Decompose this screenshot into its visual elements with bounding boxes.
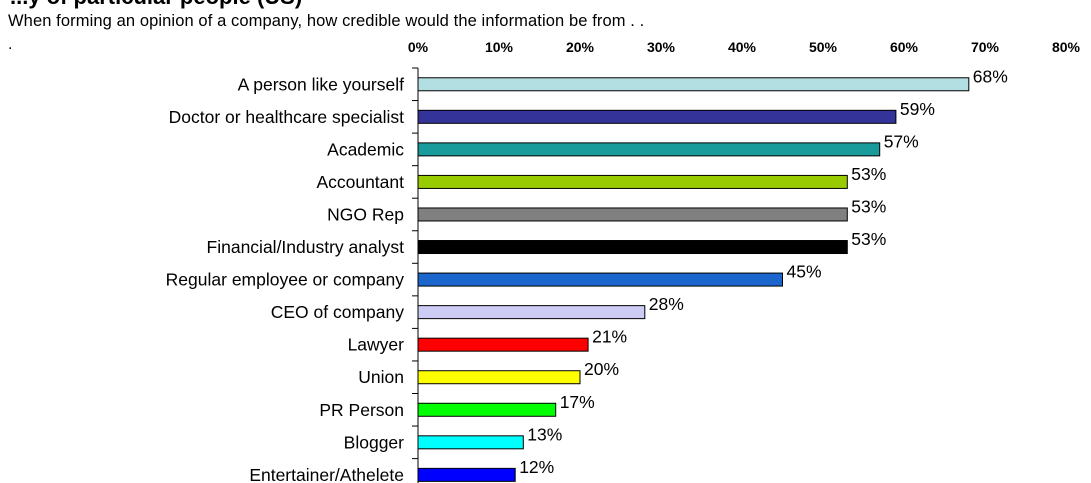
data-label: 57% — [884, 131, 919, 151]
data-label: 12% — [519, 457, 554, 477]
data-label: 53% — [851, 164, 886, 184]
bar — [417, 370, 581, 385]
x-tick-label: 10% — [485, 39, 514, 55]
bar — [417, 337, 589, 352]
data-label: 20% — [584, 359, 619, 379]
bar — [417, 272, 783, 287]
stray-dot-mark: . — [8, 36, 13, 53]
x-tick-label: 50% — [809, 39, 838, 55]
data-label: 45% — [787, 262, 822, 282]
category-label: Lawyer — [348, 335, 405, 355]
chart-title-partial: ...y of particular people (US) — [10, 0, 302, 10]
category-label: Financial/Industry analyst — [207, 237, 405, 257]
x-tick-label: 0% — [408, 39, 429, 55]
category-label: Entertainer/Athelete — [249, 465, 404, 483]
bar — [417, 174, 848, 189]
bar — [417, 207, 848, 222]
category-label: PR Person — [319, 400, 404, 420]
data-label: 59% — [900, 99, 935, 119]
category-label: CEO of company — [271, 302, 404, 322]
x-tick-label: 60% — [890, 39, 919, 55]
x-axis-ticks: 0% 10% 20% 30% 40% 50% 60% 70% 80% — [408, 39, 1081, 55]
category-label: Academic — [327, 139, 404, 159]
bar — [417, 402, 557, 417]
bar — [417, 305, 646, 320]
bar — [417, 109, 897, 124]
data-label: 68% — [973, 66, 1008, 86]
category-label: NGO Rep — [327, 204, 404, 224]
bar — [417, 435, 524, 450]
category-label: Accountant — [316, 172, 404, 192]
bar-series — [417, 77, 970, 482]
category-label: A person like yourself — [238, 74, 404, 94]
data-label: 28% — [649, 294, 684, 314]
category-label: Blogger — [344, 432, 404, 452]
value-labels: 68% 59% 57% 53% 53% 53% 45% 28% 21% 20% 17% 13% 12% — [519, 66, 1008, 477]
bar — [417, 240, 848, 255]
category-labels: A person like yourself Doctor or healthca… — [166, 74, 405, 483]
bar — [417, 467, 516, 482]
x-tick-label: 70% — [971, 39, 1000, 55]
chart-subtitle: When forming an opinion of a company, ho… — [8, 12, 645, 30]
category-label: Regular employee or company — [166, 270, 405, 290]
data-label: 53% — [851, 229, 886, 249]
bar — [417, 142, 881, 157]
category-label: Union — [358, 367, 404, 387]
data-label: 21% — [592, 327, 627, 347]
x-tick-label: 80% — [1052, 39, 1081, 55]
data-label: 13% — [527, 424, 562, 444]
x-tick-label: 40% — [728, 39, 757, 55]
chart-axes — [412, 67, 419, 483]
x-tick-label: 30% — [647, 39, 676, 55]
data-label: 17% — [560, 392, 595, 412]
x-tick-label: 20% — [566, 39, 595, 55]
data-label: 53% — [851, 196, 886, 216]
bar — [417, 77, 970, 92]
category-label: Doctor or healthcare specialist — [169, 107, 405, 127]
